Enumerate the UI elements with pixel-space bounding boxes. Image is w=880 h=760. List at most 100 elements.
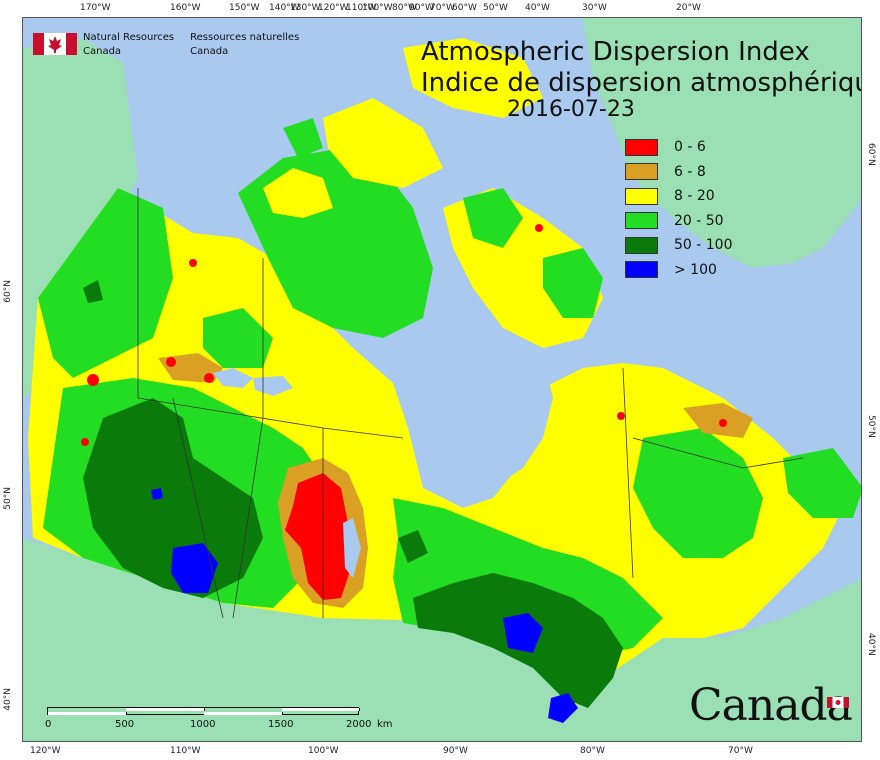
tick-label-bottom: 100°W xyxy=(308,746,339,756)
yukon-green xyxy=(38,188,173,378)
legend-label: > 100 xyxy=(674,261,717,278)
tick-label-bottom: 70°W xyxy=(728,746,753,756)
bc-red xyxy=(81,438,89,446)
agency-en-line1: Natural Resources xyxy=(83,32,175,43)
scale-label: 0 xyxy=(45,719,52,730)
great-bear-lake xyxy=(213,368,253,388)
baffin-east-green xyxy=(543,248,603,318)
legend-swatch xyxy=(625,212,658,230)
prairie-red xyxy=(285,473,351,600)
map-date: 2016-07-23 xyxy=(507,97,635,122)
tick-label-top: 60°W xyxy=(452,3,477,13)
tick-label-top: 80°W xyxy=(392,3,417,13)
tick-label-top: 30°W xyxy=(582,3,607,13)
tick-label-top: 110°W xyxy=(346,3,377,13)
scale-label: 500 xyxy=(115,719,135,730)
legend-label: 50 - 100 xyxy=(674,237,733,254)
agency-en-line2: Canada xyxy=(83,46,122,57)
agency-fr-line2: Canada xyxy=(190,46,229,57)
tick-label-left: 60°N xyxy=(3,280,13,303)
tick-label-top: 50°W xyxy=(483,3,508,13)
tick-label-top: 140°W xyxy=(269,3,300,13)
tick-label-top: 160°W xyxy=(170,3,201,13)
canada-flag-icon xyxy=(33,33,77,55)
baffin-red xyxy=(535,224,543,232)
nwt-red-3 xyxy=(204,373,214,383)
nrcan-signature: Natural Resources Canada Ressources natu… xyxy=(33,31,315,59)
legend: 0 - 6 6 - 8 8 - 20 20 - 50 50 - 100 > 10… xyxy=(625,135,733,282)
agency-fr-line1: Ressources naturelles xyxy=(190,32,300,43)
tick-label-top: 170°W xyxy=(80,3,111,13)
tick-label-left: 40°N xyxy=(3,688,13,711)
arctic-island-b xyxy=(263,168,333,218)
scale-bar-graphic xyxy=(47,707,360,715)
legend-item: 6 - 8 xyxy=(625,160,733,185)
map-canvas[interactable] xyxy=(23,18,862,742)
tick-label-bottom: 80°W xyxy=(580,746,605,756)
arctic-island-d xyxy=(323,98,443,188)
nwt-darkgreen xyxy=(83,280,103,303)
ontario-blue xyxy=(503,613,543,653)
labrador-orange xyxy=(683,403,753,438)
tick-label-top: 90°W xyxy=(409,3,434,13)
legend-item: 20 - 50 xyxy=(625,209,733,234)
tick-label-top: 20°W xyxy=(676,3,701,13)
scale-label: 2000 xyxy=(346,719,372,730)
bc-blue xyxy=(171,543,218,593)
agency-name-french: Ressources naturelles Canada xyxy=(190,31,299,59)
tick-label-left: 50°N xyxy=(3,487,13,510)
arctic-island-c xyxy=(403,38,543,118)
legend-swatch xyxy=(625,261,658,279)
nwt-green xyxy=(203,308,273,368)
tick-label-top: 100°W xyxy=(362,3,393,13)
legend-swatch xyxy=(625,236,658,254)
bc-darkgreen xyxy=(83,398,263,598)
legend-label: 0 - 6 xyxy=(674,139,706,156)
maritime-green xyxy=(783,448,861,518)
title-french: Indice de dispersion atmosphérique xyxy=(421,68,862,98)
tick-label-bottom: 120°W xyxy=(30,746,61,756)
tick-label-bottom: 90°W xyxy=(443,746,468,756)
tick-label-top: 40°W xyxy=(525,3,550,13)
greenland xyxy=(583,18,861,268)
northwest-green xyxy=(283,118,323,158)
nwt-red-1 xyxy=(87,374,99,386)
legend-item: 8 - 20 xyxy=(625,184,733,209)
labrador-red xyxy=(719,419,727,427)
lake-winnipeg xyxy=(343,518,361,578)
wordmark-flag-icon xyxy=(827,693,849,708)
legend-label: 6 - 8 xyxy=(674,163,706,180)
baffin-green xyxy=(463,188,523,248)
scale-unit: km xyxy=(377,719,393,730)
hudson-bay xyxy=(403,338,553,498)
province-boundaries xyxy=(137,188,804,619)
scale-label: 1000 xyxy=(190,719,216,730)
great-lakes-blue xyxy=(548,693,578,723)
legend-swatch xyxy=(625,163,658,181)
legend-item: 0 - 6 xyxy=(625,135,733,160)
tick-label-right: 50°N xyxy=(866,415,876,438)
scale-label: 1500 xyxy=(268,719,294,730)
canada-wordmark: Canada xyxy=(689,680,853,731)
quebec-red xyxy=(617,412,625,420)
yukon-red xyxy=(189,259,197,267)
tick-label-bottom: 110°W xyxy=(170,746,201,756)
legend-item: > 100 xyxy=(625,258,733,283)
tick-label-top: 120°W xyxy=(318,3,349,13)
quebec-green xyxy=(633,428,763,558)
legend-label: 8 - 20 xyxy=(674,188,715,205)
legend-swatch xyxy=(625,138,658,156)
usa xyxy=(23,538,861,741)
title-english: Atmospheric Dispersion Index xyxy=(421,37,810,67)
nwt-red-2 xyxy=(166,357,176,367)
tick-label-right: 40°N xyxy=(866,633,876,656)
legend-swatch xyxy=(625,187,658,205)
legend-label: 20 - 50 xyxy=(674,212,724,229)
tick-label-top: 150°W xyxy=(229,3,260,13)
mb-darkgreen xyxy=(398,530,428,563)
map-frame: Atmospheric Dispersion Index Indice de d… xyxy=(22,17,862,742)
tick-label-top: 70°W xyxy=(430,3,455,13)
legend-item: 50 - 100 xyxy=(625,233,733,258)
tick-label-right: 60°N xyxy=(866,143,876,166)
map-title: Atmospheric Dispersion Index Indice de d… xyxy=(421,37,862,99)
